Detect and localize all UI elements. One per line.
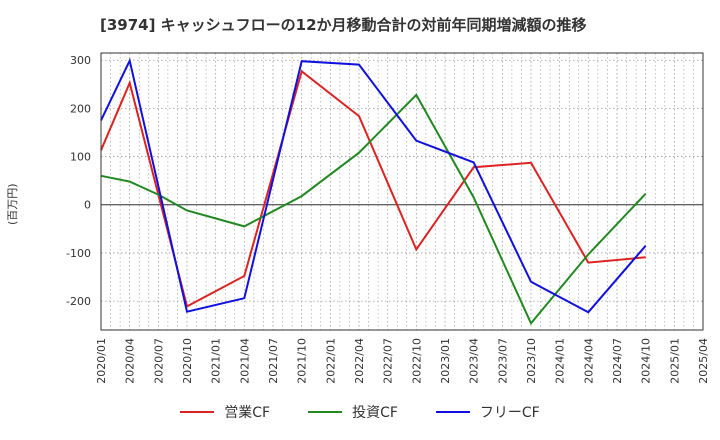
legend-item-investing: 投資CF — [308, 402, 398, 422]
x-tick-label: 2021/04 — [238, 338, 251, 384]
x-tick-label: 2022/01 — [324, 338, 337, 384]
x-tick-label: 2023/10 — [525, 338, 538, 384]
x-tick-label: 2021/01 — [210, 338, 223, 384]
legend-swatch-operating — [180, 411, 215, 413]
legend-label-operating: 営業CF — [224, 405, 271, 421]
series-line-0 — [100, 69, 646, 308]
x-tick-label: 2020/04 — [124, 338, 137, 384]
chart-title: [3974] キャッシュフローの12か月移動合計の対前年同期増減額の推移 — [100, 16, 587, 34]
y-tick-label: 300 — [70, 54, 91, 67]
x-tick-label: 2022/07 — [382, 338, 395, 384]
x-tick-label: 2021/07 — [267, 338, 280, 384]
x-tick-label: 2025/04 — [697, 338, 710, 384]
y-tick-label: 200 — [70, 102, 91, 115]
x-tick-label: 2023/04 — [468, 338, 481, 384]
y-tick-label: 100 — [70, 151, 91, 164]
x-tick-label: 2022/04 — [353, 338, 366, 384]
y-tick-labels: 300 200 100 0 -100 -200 — [66, 54, 91, 308]
grid — [100, 53, 704, 330]
y-tick-label: -200 — [66, 295, 91, 308]
plot-frame — [100, 52, 704, 331]
plot-frame — [100, 52, 704, 331]
x-tick-label: 2023/01 — [439, 338, 452, 384]
legend-swatch-investing — [308, 411, 343, 413]
y-tick-label: -100 — [66, 247, 91, 260]
x-tick-label: 2024/04 — [582, 338, 595, 384]
y-tick-label: 0 — [84, 199, 91, 212]
legend-swatch-free — [435, 411, 470, 413]
x-tick-label: 2025/01 — [668, 338, 681, 384]
series-line-1 — [100, 93, 647, 326]
x-tick-labels: 2020/01 2020/04 2020/07 2020/10 2021/01 2021/… — [95, 338, 710, 384]
legend-label-free: フリーCF — [479, 405, 540, 421]
x-tick-label: 2024/01 — [554, 338, 567, 384]
x-tick-label: 2020/07 — [152, 338, 165, 384]
x-tick-label: 2020/01 — [95, 338, 108, 384]
series-line-2 — [100, 57, 647, 314]
x-tick-label: 2020/10 — [181, 338, 194, 384]
x-tick-label: 2024/07 — [611, 338, 624, 384]
x-tick-label: 2022/10 — [410, 338, 423, 384]
x-tick-label: 2024/10 — [640, 338, 653, 384]
legend: 営業CF 投資CF フリーCF — [0, 402, 720, 422]
legend-item-operating: 営業CF — [180, 402, 270, 422]
series-lines — [100, 57, 647, 326]
x-tick-label: 2021/10 — [296, 338, 309, 384]
legend-label-investing: 投資CF — [352, 405, 398, 421]
legend-item-free: フリーCF — [435, 402, 540, 422]
x-tick-label: 2023/07 — [496, 338, 509, 384]
